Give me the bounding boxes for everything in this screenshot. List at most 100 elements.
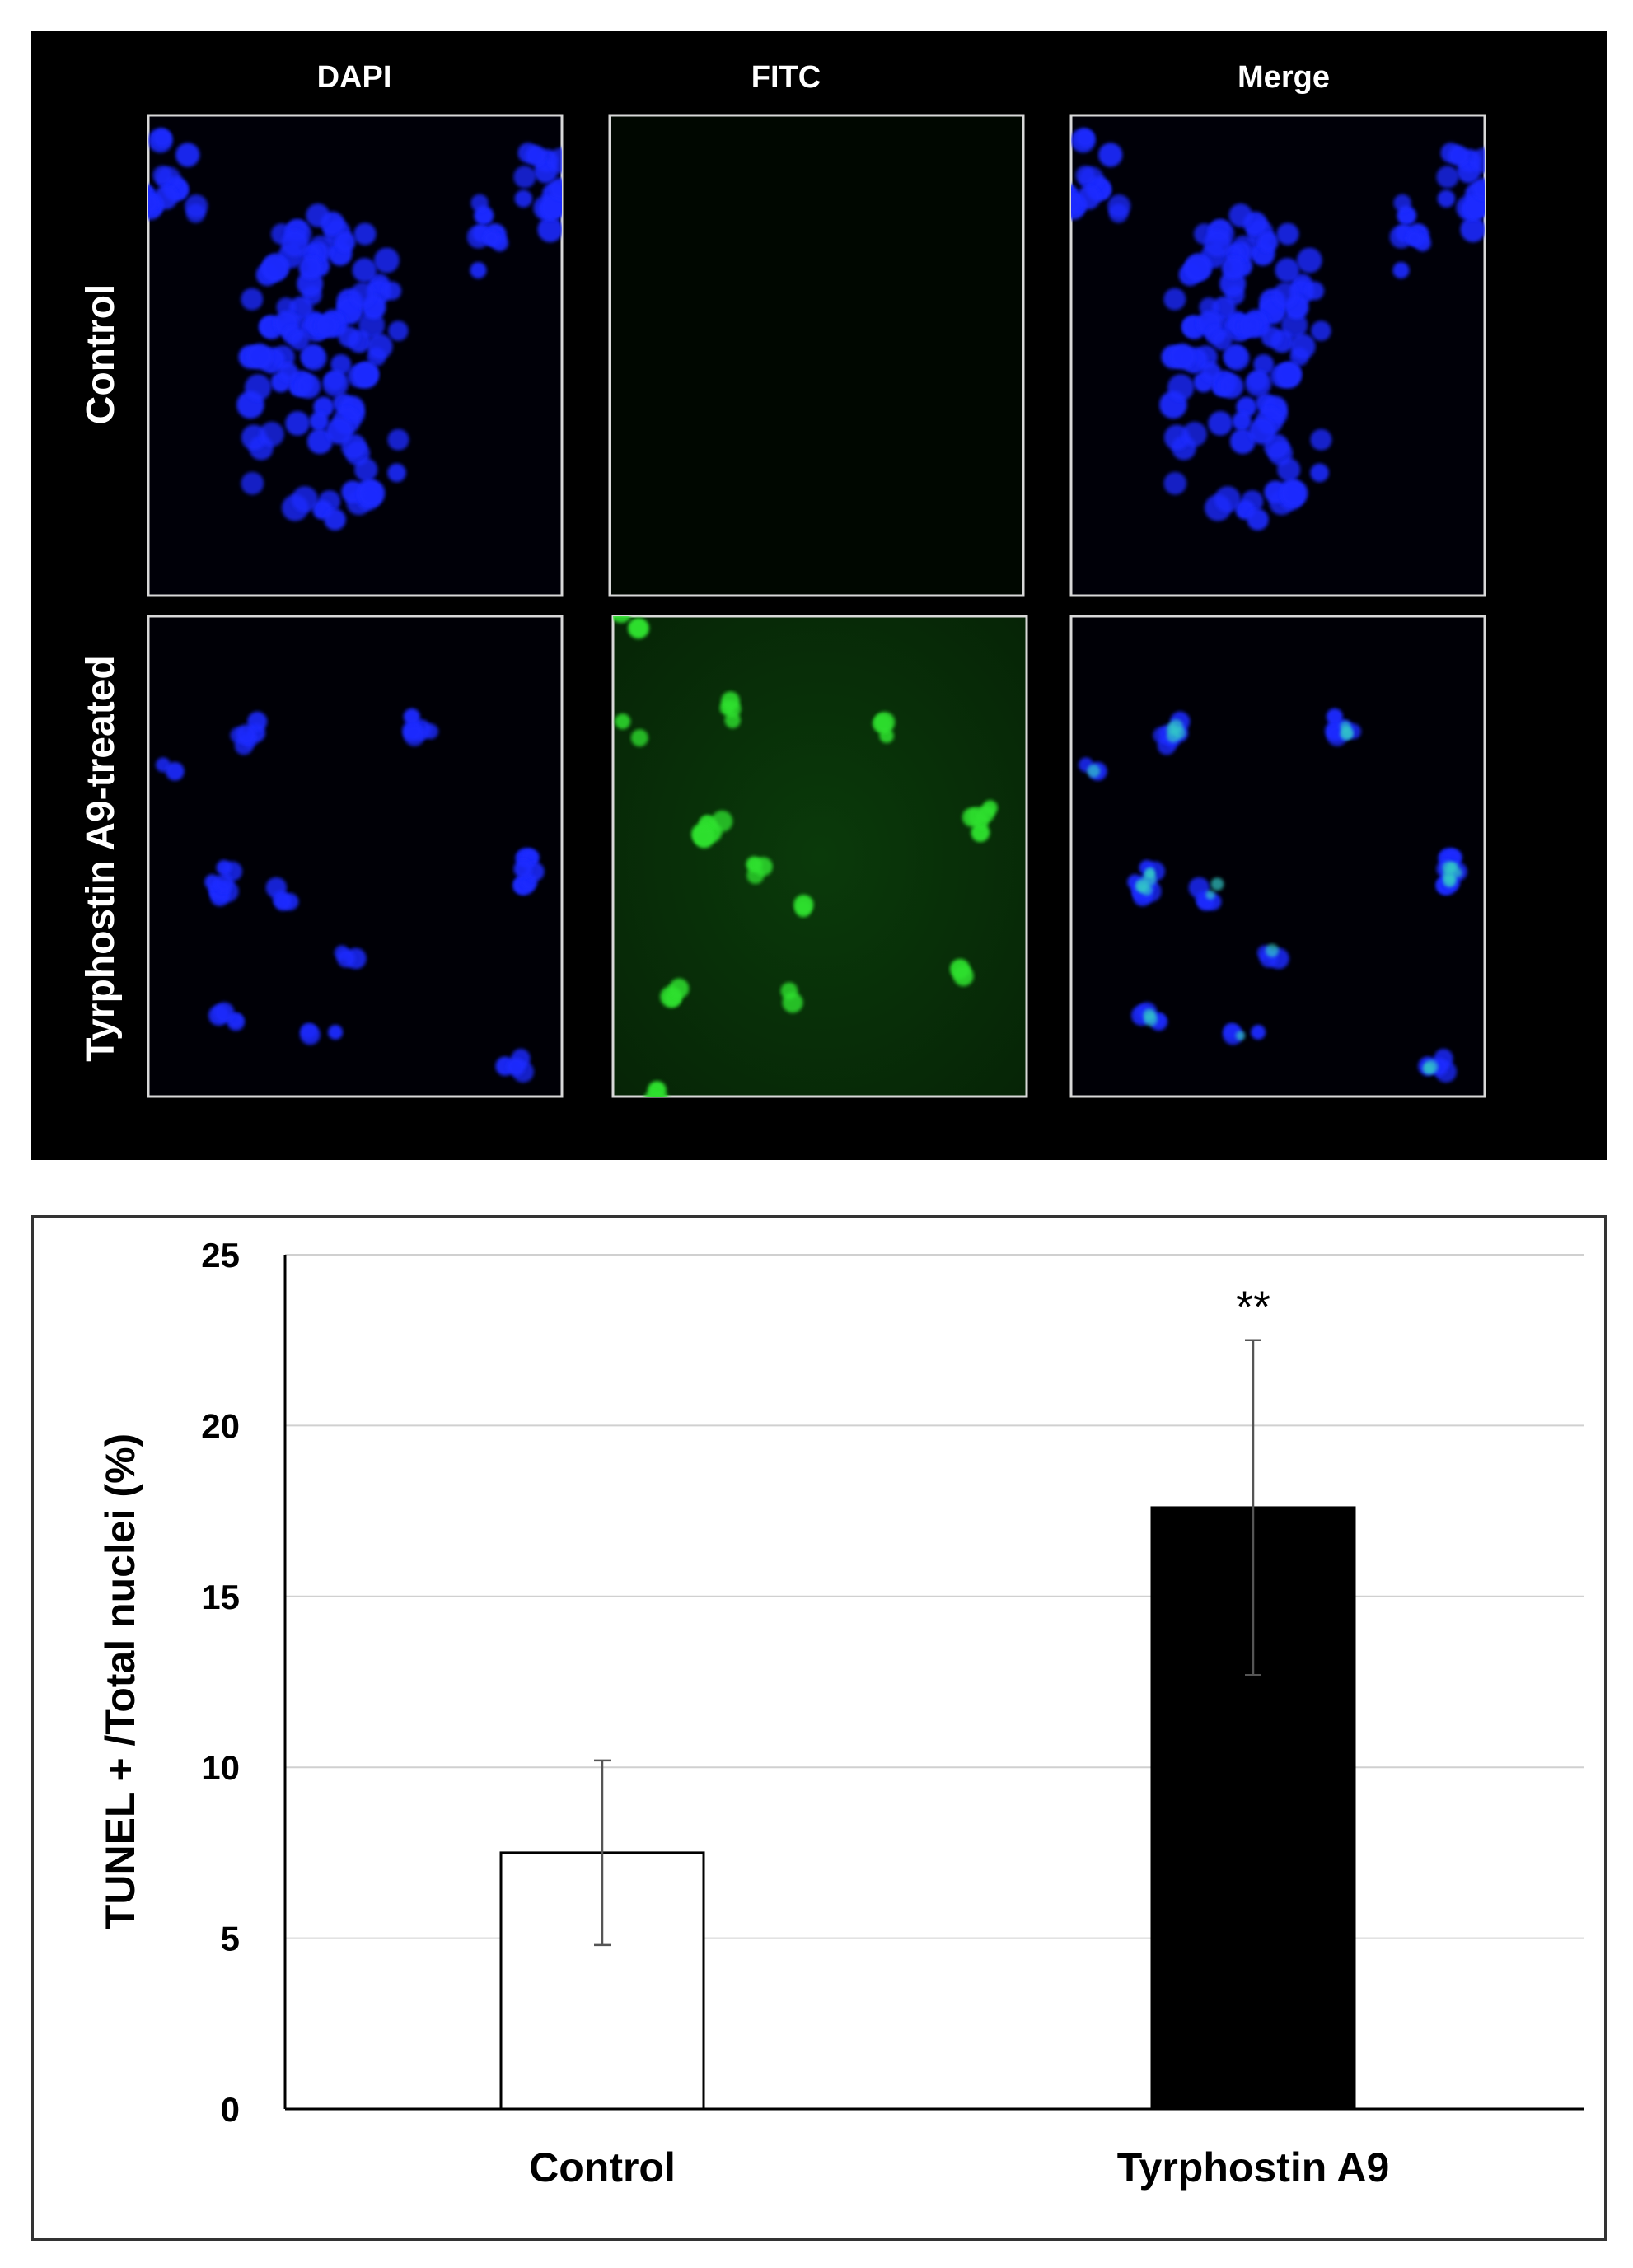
cell-nucleus <box>484 230 500 246</box>
cell-nucleus <box>793 894 814 915</box>
cell-nucleus <box>1163 471 1187 495</box>
cell-nucleus <box>288 296 313 320</box>
cell-nucleus <box>470 262 487 279</box>
cell-nucleus <box>1245 370 1272 397</box>
cell-nucleus <box>1105 1119 1115 1129</box>
cell-nucleus <box>388 320 409 341</box>
cell-nucleus <box>354 458 378 482</box>
bar-chart: 0 5 10 15 20 25 Control Tyrphostin A9 ** TUNEL … <box>97 1236 1584 2191</box>
cell-nucleus <box>161 1116 180 1134</box>
cell-nucleus <box>1305 281 1325 301</box>
cell-nucleus <box>246 344 273 370</box>
cell-nucleus <box>1087 764 1101 778</box>
cell-nucleus <box>1142 872 1157 886</box>
cell-nucleus <box>289 330 310 351</box>
cell-nucleus <box>404 724 425 746</box>
cell-nucleus <box>315 314 339 338</box>
error-bar <box>594 1759 611 1947</box>
cell-nucleus <box>643 1090 664 1097</box>
cell-nucleus <box>423 723 439 740</box>
gridlines <box>285 1254 1584 1939</box>
cell-nucleus <box>338 326 360 348</box>
cell-nucleus <box>1238 314 1261 338</box>
bars <box>499 1506 1356 2111</box>
image-treated-fitc <box>611 615 1028 1098</box>
axes <box>283 1255 1584 2111</box>
cell-nucleus <box>1436 166 1459 189</box>
cell-nucleus <box>175 1106 191 1123</box>
cell-nucleus <box>112 154 135 177</box>
cell-nucleus <box>1041 166 1063 189</box>
cell-nucleus <box>1257 231 1279 252</box>
cell-nucleus <box>387 428 409 451</box>
cell-nucleus <box>1098 143 1123 167</box>
cell-nucleus <box>1272 282 1298 308</box>
cell-nucleus <box>1424 1059 1439 1074</box>
cell-nucleus <box>1098 1123 1109 1134</box>
cell-nucleus <box>214 873 234 893</box>
cell-nucleus <box>1448 145 1469 166</box>
cell-nucleus <box>540 194 562 221</box>
cell-nucleus <box>148 194 158 214</box>
cell-nucleus <box>1106 1121 1119 1134</box>
cell-nucleus <box>1471 147 1485 174</box>
cell-nucleus <box>1205 890 1215 900</box>
cell-nucleus <box>296 373 321 399</box>
cell-nucleus <box>1221 255 1245 280</box>
cell-nucleus <box>1075 166 1095 185</box>
cell-nucleus <box>1223 344 1247 368</box>
y-tick-label: 25 <box>201 1236 240 1274</box>
y-tick-label: 15 <box>201 1578 240 1616</box>
cell-nucleus <box>507 1057 526 1076</box>
cell-nucleus <box>694 827 715 849</box>
cell-nucleus <box>1437 189 1456 208</box>
image-control-fitc <box>608 114 1025 597</box>
cell-nucleus <box>513 859 532 878</box>
cell-nucleus <box>298 255 322 280</box>
cell-nucleus <box>1084 1116 1102 1134</box>
cell-nucleus <box>1219 373 1244 399</box>
cell-nucleus <box>261 255 288 283</box>
cell-nucleus <box>335 231 356 252</box>
cell-nucleus <box>292 486 318 512</box>
cell-nucleus <box>1163 288 1186 311</box>
cell-nucleus <box>1392 262 1410 279</box>
cell-nucleus <box>1280 479 1308 507</box>
cell-nucleus <box>1340 721 1351 732</box>
cell-nucleus <box>1169 719 1183 733</box>
cell-nucleus <box>753 857 773 877</box>
y-tick-label: 0 <box>221 2090 240 2129</box>
cell-nucleus <box>236 724 256 745</box>
cell-nucleus <box>382 281 402 301</box>
cell-nucleus <box>175 143 200 167</box>
column-header-dapi: DAPI <box>317 60 392 95</box>
cell-nucleus <box>1076 129 1095 147</box>
cell-nucleus <box>1406 230 1423 246</box>
cell-nucleus <box>166 1125 182 1141</box>
cell-nucleus <box>1200 362 1221 382</box>
cell-nucleus <box>1472 177 1485 200</box>
cell-nucleus <box>1251 1025 1266 1040</box>
cell-nucleus <box>278 362 298 382</box>
cell-nucleus <box>953 966 974 987</box>
significance-marker: ** <box>1236 1283 1270 1332</box>
cell-nucleus <box>1212 330 1233 351</box>
cell-nucleus <box>309 411 329 431</box>
cell-nucleus <box>285 410 311 436</box>
cell-nucleus <box>470 194 489 213</box>
cell-nucleus <box>1389 225 1413 249</box>
x-tick-label: Control <box>529 2144 676 2191</box>
cell-nucleus <box>1290 334 1316 359</box>
cell-nucleus <box>265 877 288 899</box>
cell-nucleus <box>190 1120 208 1138</box>
cell-nucleus <box>1453 867 1462 877</box>
cell-nucleus <box>1071 194 1081 214</box>
cell-nucleus <box>1097 1106 1114 1123</box>
cell-nucleus <box>328 1025 344 1040</box>
cell-nucleus <box>367 334 393 359</box>
cell-nucleus <box>668 978 690 999</box>
cell-nucleus <box>1277 458 1301 482</box>
cell-nucleus <box>1184 255 1211 283</box>
cell-nucleus <box>1310 428 1332 451</box>
cell-nucleus <box>403 708 420 725</box>
